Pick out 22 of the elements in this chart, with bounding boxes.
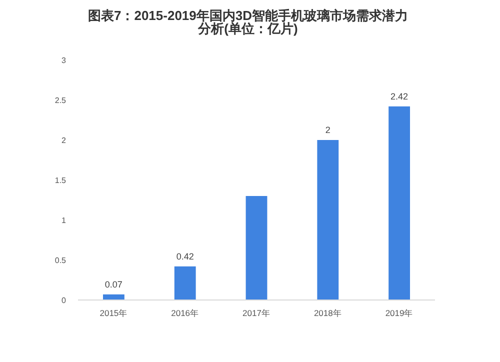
y-tick-label: 0.5 <box>54 256 67 265</box>
bar <box>246 196 268 300</box>
y-tick-label: 0 <box>62 296 67 305</box>
bar <box>102 294 124 300</box>
x-tick-label: 2016年 <box>171 308 200 318</box>
chart-title: 图表7：2015-2019年国内3D智能手机玻璃市场需求潜力分析(单位：亿片) <box>88 8 408 36</box>
x-tick-label: 2015年 <box>100 308 128 318</box>
y-tick-label: 1.5 <box>54 176 67 185</box>
x-tick-label: 2019年 <box>385 308 414 318</box>
y-tick-label: 1 <box>62 216 67 225</box>
data-label: 0.42 <box>176 251 194 262</box>
data-label: 2 <box>325 125 330 135</box>
bar <box>317 140 339 300</box>
data-label: 0.07 <box>104 279 122 290</box>
y-tick-label: 3 <box>62 56 67 65</box>
y-tick-label: 2 <box>62 136 67 145</box>
data-label: 2.42 <box>390 91 408 102</box>
bar <box>174 266 196 300</box>
bar <box>388 106 410 300</box>
x-tick-label: 2018年 <box>314 308 342 318</box>
y-tick-label: 2.5 <box>54 96 67 105</box>
x-tick-label: 2017年 <box>242 308 270 318</box>
